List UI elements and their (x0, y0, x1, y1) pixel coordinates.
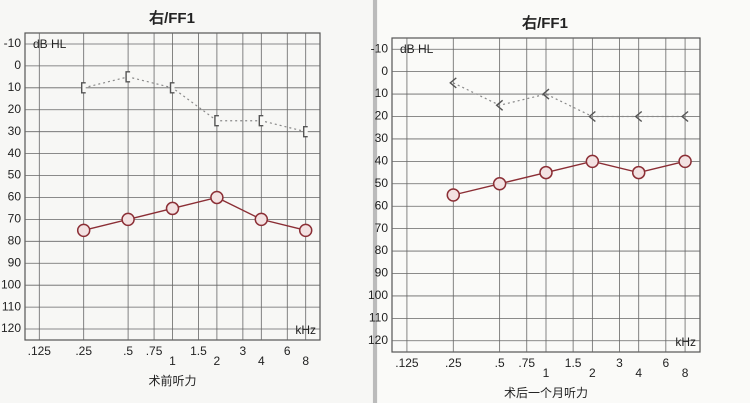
x-tick-label: 8 (682, 366, 689, 380)
x-tick-label: .25 (445, 356, 462, 370)
panel (378, 0, 750, 403)
y-axis-label: dB HL (400, 42, 434, 56)
y-tick-label: 10 (8, 80, 22, 94)
data-point (585, 154, 600, 169)
y-tick-label: 20 (8, 102, 22, 116)
data-point (298, 223, 313, 238)
data-point (214, 115, 219, 127)
chart-title: 右/FF1 (522, 14, 568, 32)
y-tick-label: 10 (375, 86, 389, 100)
data-point (678, 154, 692, 169)
x-tick-label: .5 (123, 344, 133, 358)
data-point (492, 177, 507, 191)
y-tick-label: 110 (369, 311, 388, 325)
y-tick-label: 30 (375, 131, 389, 145)
data-point (631, 165, 646, 180)
x-tick-label: 1.5 (190, 344, 207, 358)
data-point (449, 77, 457, 89)
data-point (539, 165, 553, 180)
y-tick-label: 40 (375, 154, 389, 168)
y-tick-label: 20 (375, 109, 389, 123)
y-tick-label: 40 (8, 146, 22, 160)
x-tick-label: .125 (395, 356, 419, 370)
caption: 术后一个月听力 (504, 386, 588, 400)
x-tick-label: 3 (616, 356, 623, 370)
data-point (210, 190, 224, 205)
y-tick-label: 90 (375, 266, 389, 280)
y-tick-label: 90 (8, 255, 22, 269)
series-line (453, 160, 686, 196)
y-tick-label: -10 (4, 36, 22, 50)
x-tick-label: 3 (240, 344, 247, 358)
panel (0, 0, 372, 403)
data-point (446, 188, 461, 202)
y-tick-label: 80 (375, 243, 389, 257)
x-tick-label: .25 (75, 344, 92, 358)
data-point (680, 110, 689, 123)
caption: 术前听力 (148, 373, 196, 388)
y-tick-label: 120 (368, 333, 388, 347)
data-point (169, 82, 175, 94)
y-tick-label: 80 (8, 233, 22, 247)
y-tick-label: 120 (1, 321, 21, 335)
y-tick-label: 30 (8, 124, 22, 138)
x-tick-label: 2 (214, 354, 221, 368)
data-point (303, 125, 308, 138)
x-tick-label: 2 (589, 366, 596, 380)
data-point (258, 115, 264, 127)
x-tick-label: 4 (258, 354, 265, 368)
x-tick-label: .5 (495, 356, 505, 370)
x-tick-label: .75 (518, 356, 535, 370)
y-tick-label: 60 (375, 198, 389, 212)
x-tick-label: 1.5 (565, 356, 582, 370)
y-tick-label: 100 (368, 288, 388, 302)
y-tick-label: 50 (375, 176, 389, 190)
y-tick-label: 50 (8, 168, 22, 182)
data-point (495, 99, 504, 111)
x-tick-label: 6 (284, 344, 291, 358)
data-point (125, 71, 131, 83)
y-tick-label: 70 (8, 212, 22, 226)
y-tick-label: 70 (375, 221, 389, 235)
data-point (121, 212, 135, 227)
y-tick-label: 110 (2, 299, 21, 313)
y-tick-label: 0 (14, 58, 21, 72)
x-tick-label: .75 (146, 344, 163, 358)
x-tick-label: .125 (28, 344, 52, 358)
y-tick-label: 60 (8, 190, 22, 204)
x-tick-label: 6 (662, 356, 669, 370)
x-tick-label: 8 (302, 354, 309, 368)
x-tick-label: 1 (169, 354, 176, 368)
x-axis-label: kHz (675, 335, 696, 349)
data-point (634, 110, 643, 123)
x-tick-label: 4 (635, 366, 642, 380)
y-tick-label: 100 (1, 277, 21, 291)
data-point (80, 82, 86, 94)
data-point (165, 201, 180, 216)
x-tick-label: 1 (543, 366, 550, 380)
data-point (541, 88, 550, 100)
data-point (588, 110, 596, 123)
y-axis-label: dB HL (33, 37, 67, 51)
x-axis-label: kHz (295, 323, 316, 337)
data-point (76, 223, 91, 238)
chart-title: 右/FF1 (149, 9, 195, 27)
data-point (254, 212, 269, 227)
y-tick-label: 0 (381, 64, 388, 78)
series-line (83, 196, 306, 232)
y-tick-label: -10 (371, 41, 389, 55)
